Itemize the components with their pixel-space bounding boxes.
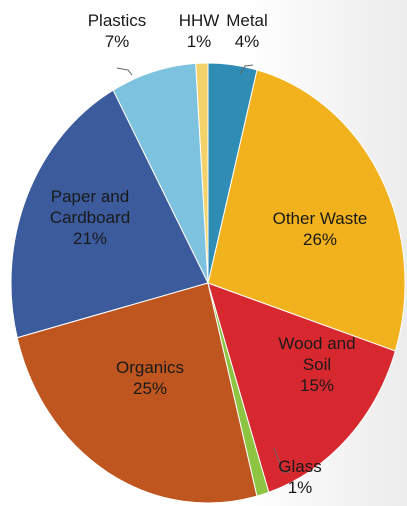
slice-label: Paper and Cardboard 21% (30, 186, 150, 249)
slice-label: Glass 1% (270, 456, 330, 498)
pie-slice (207, 69, 406, 352)
slice-name: Organics (115, 358, 185, 377)
slice-label: Plastics 7% (82, 10, 152, 52)
slice-label: HHW 1% (174, 10, 224, 52)
slice-value: 21% (72, 229, 108, 248)
slice-value: 7% (104, 32, 130, 51)
slice-name: Other Waste (272, 209, 368, 228)
slice-name: HHW (178, 11, 220, 30)
slice-name: Plastics (87, 11, 147, 30)
slice-value: 1% (186, 32, 212, 51)
pie-slice (16, 282, 258, 504)
pie-slice (207, 282, 396, 493)
leader-line (273, 447, 290, 473)
leader-line (239, 64, 254, 75)
slice-value: 25% (132, 379, 168, 398)
slice-label: Metal 4% (222, 10, 272, 52)
slice-label: Wood and Soil 15% (262, 333, 372, 396)
slice-name: Paper and Cardboard (49, 187, 131, 227)
pie-slice (10, 89, 209, 339)
slice-value: 15% (299, 376, 335, 395)
pie-slice (207, 62, 258, 284)
slice-name: Metal (226, 11, 268, 30)
slice-name: Glass (278, 457, 322, 476)
slice-value: 1% (287, 478, 313, 497)
slice-name: Wood and Soil (278, 334, 356, 374)
slice-label: Other Waste 26% (250, 208, 390, 250)
leader-line (116, 67, 133, 76)
slice-value: 26% (302, 230, 338, 249)
slice-label: Organics 25% (80, 357, 220, 399)
slice-value: 4% (234, 32, 260, 51)
